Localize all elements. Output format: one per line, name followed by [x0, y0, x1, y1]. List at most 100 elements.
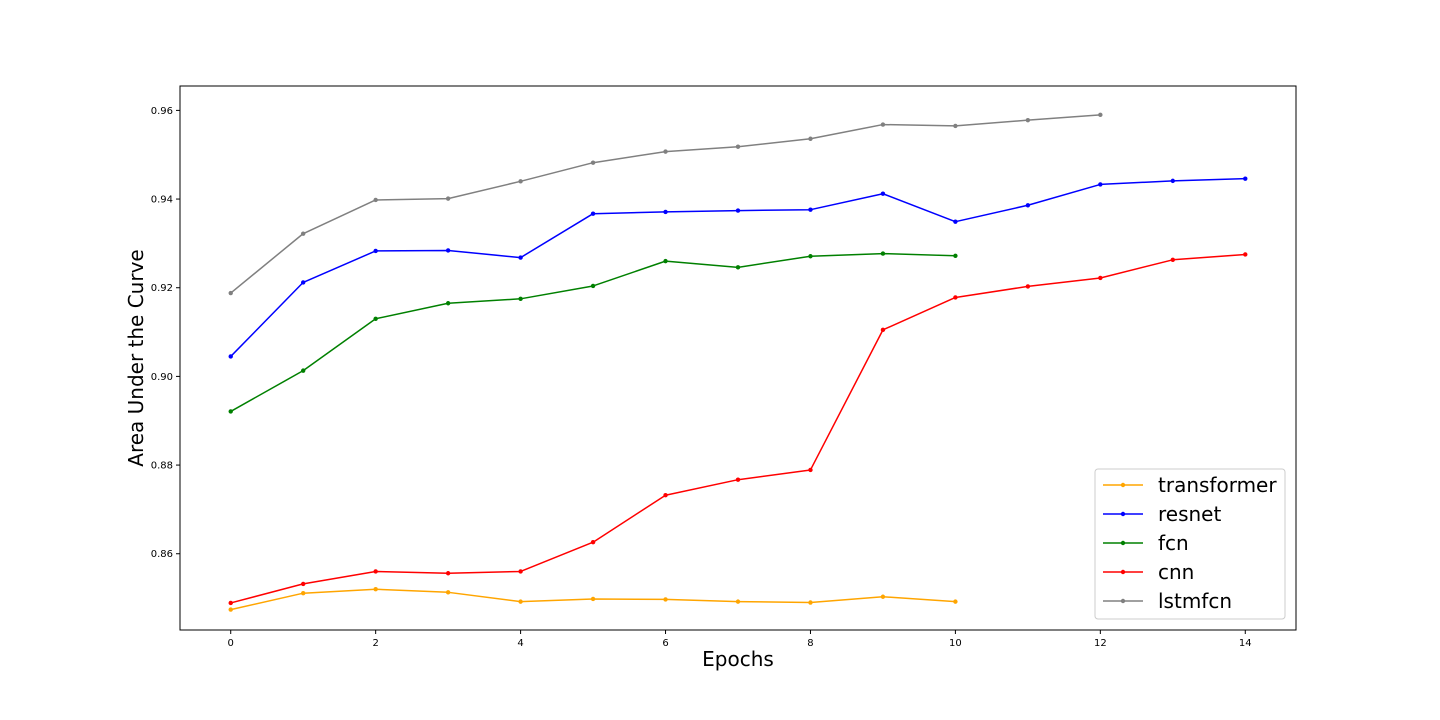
legend-item-resnet: resnet — [1103, 502, 1221, 526]
legend-label: lstmfcn — [1158, 589, 1232, 613]
legend: transformer resnet fcn cnn lstmfcn — [1094, 468, 1286, 620]
data-point — [373, 587, 378, 592]
legend-label: cnn — [1158, 560, 1194, 584]
data-point — [590, 283, 596, 289]
data-point — [735, 265, 741, 270]
y-axis-ticks: 0.86 0.88 0.90 0.92 0.94 0.96 — [151, 106, 180, 560]
legend-item-lstmfcn: lstmfcn — [1103, 589, 1232, 613]
data-point — [445, 196, 451, 201]
data-point — [373, 197, 378, 203]
data-point — [445, 571, 451, 576]
data-point — [228, 600, 233, 606]
data-point — [373, 316, 378, 321]
data-point — [518, 179, 523, 184]
legend-marker — [1120, 482, 1126, 488]
y-tick-label: 0.96 — [151, 106, 173, 117]
data-point — [228, 409, 233, 414]
data-point — [880, 594, 886, 599]
data-point — [808, 254, 813, 259]
data-point — [518, 569, 523, 574]
legend-label: fcn — [1158, 531, 1189, 555]
series-cnn — [228, 252, 1248, 606]
data-point — [228, 290, 233, 296]
data-point — [445, 590, 451, 595]
data-point — [663, 493, 668, 498]
legend-marker — [1120, 598, 1126, 604]
data-point — [808, 207, 813, 212]
data-point — [373, 569, 378, 574]
legend-item-fcn: fcn — [1103, 531, 1189, 555]
data-point — [518, 599, 523, 604]
x-axis-ticks: 0 2 4 6 8 10 12 14 — [228, 630, 1252, 649]
legend-frame — [1094, 468, 1286, 620]
data-point — [590, 160, 596, 165]
data-point — [735, 208, 741, 213]
data-point — [1243, 176, 1248, 181]
x-tick-label: 0 — [228, 638, 234, 649]
data-point — [953, 123, 958, 129]
x-tick-label: 6 — [662, 638, 668, 649]
data-point — [518, 296, 523, 302]
legend-item-transformer: transformer — [1103, 473, 1277, 497]
x-tick-label: 8 — [807, 638, 813, 649]
data-point — [880, 191, 886, 196]
legend-label: resnet — [1158, 502, 1221, 526]
data-point — [1098, 275, 1103, 281]
data-point — [300, 280, 306, 285]
data-point — [880, 122, 886, 127]
data-point — [953, 253, 958, 259]
legend-marker — [1120, 540, 1126, 546]
data-point — [300, 591, 306, 596]
legend-label: transformer — [1158, 473, 1277, 497]
data-point — [228, 607, 233, 612]
legend-marker — [1120, 511, 1126, 517]
data-point — [1025, 284, 1031, 289]
series-layer — [228, 112, 1248, 612]
data-point — [1170, 257, 1176, 262]
data-point — [373, 248, 378, 254]
legend-marker — [1120, 569, 1126, 575]
data-point — [663, 597, 668, 602]
series-lstmfcn — [228, 112, 1103, 296]
series-fcn — [228, 251, 958, 414]
y-tick-label: 0.92 — [151, 283, 173, 294]
data-point — [808, 600, 813, 605]
data-point — [300, 231, 306, 236]
data-point — [300, 581, 306, 587]
series-resnet — [228, 176, 1248, 359]
x-tick-label: 10 — [949, 638, 962, 649]
data-point — [1025, 203, 1031, 208]
x-tick-label: 14 — [1239, 638, 1252, 649]
y-axis-label: Area Under the Curve — [124, 249, 148, 466]
data-point — [808, 467, 813, 473]
data-point — [880, 327, 886, 333]
y-tick-label: 0.88 — [151, 461, 173, 472]
data-point — [735, 144, 741, 149]
y-tick-label: 0.90 — [151, 372, 173, 383]
data-point — [1170, 178, 1176, 184]
data-point — [663, 149, 668, 154]
data-point — [1098, 182, 1103, 187]
data-point — [228, 354, 233, 359]
x-tick-label: 2 — [372, 638, 378, 649]
data-point — [590, 211, 596, 216]
y-tick-label: 0.94 — [151, 195, 173, 206]
data-point — [953, 295, 958, 300]
axes-layer — [179, 85, 1297, 631]
data-point — [880, 251, 886, 256]
plot-frame — [179, 85, 1297, 631]
x-tick-label: 12 — [1094, 638, 1107, 649]
data-point — [663, 258, 668, 264]
data-point — [953, 219, 958, 224]
series-transformer — [228, 587, 958, 612]
data-point — [735, 599, 741, 604]
data-point — [590, 596, 596, 602]
data-point — [445, 301, 451, 306]
data-point — [808, 136, 813, 141]
data-point — [445, 248, 451, 253]
x-tick-label: 4 — [517, 638, 523, 649]
data-point — [735, 477, 741, 482]
data-point — [518, 255, 523, 260]
data-point — [663, 209, 668, 215]
